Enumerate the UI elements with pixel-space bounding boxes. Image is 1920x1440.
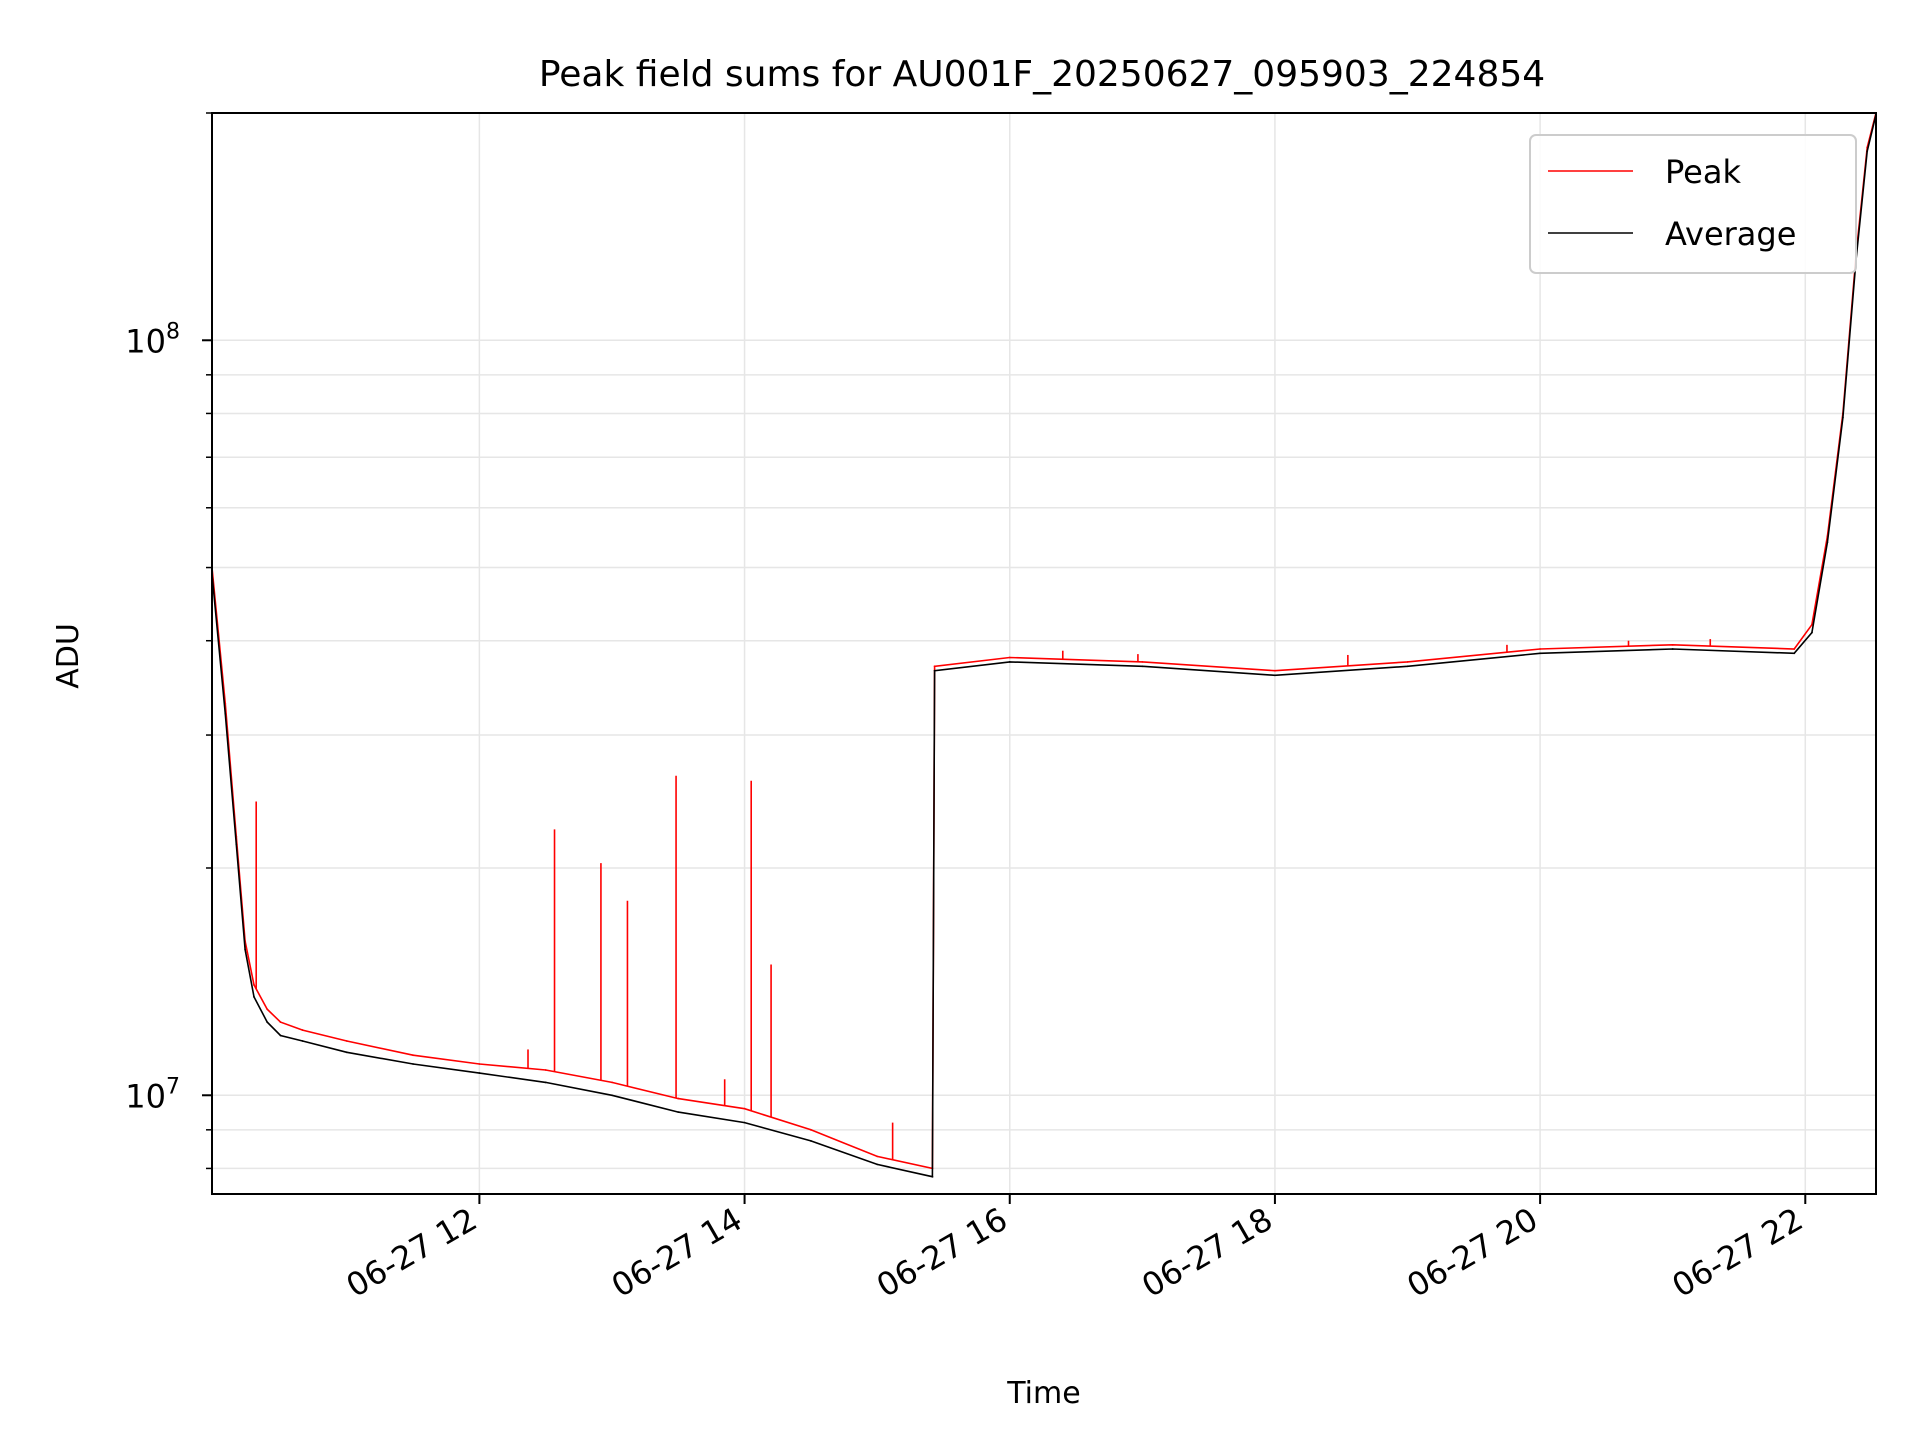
legend-box xyxy=(1529,134,1857,274)
average-data-point xyxy=(1539,652,1542,655)
peak-data-point xyxy=(1406,660,1409,663)
average-data-point xyxy=(279,1034,282,1037)
average-data-point xyxy=(1866,150,1869,153)
grid-layer xyxy=(212,112,1876,1194)
peak-data-point xyxy=(876,1155,879,1158)
average-data-point xyxy=(1141,665,1144,668)
plot-frame xyxy=(211,112,1877,1195)
y-tick-exponent: 7 xyxy=(166,1074,180,1099)
average-data-point xyxy=(1826,541,1829,544)
average-data-point xyxy=(1406,665,1409,668)
peak-data-point xyxy=(345,1040,348,1042)
peak-series-line xyxy=(211,112,1877,1170)
y-tick-base: 10 xyxy=(125,1077,166,1115)
average-series-line xyxy=(211,114,1877,1178)
average-data-point xyxy=(677,1111,680,1113)
series-layer xyxy=(211,112,1877,1178)
peak-data-point xyxy=(279,1021,282,1024)
y-tick-label: 108 xyxy=(125,319,180,360)
average-data-point xyxy=(253,995,255,998)
average-data-point xyxy=(809,1140,812,1142)
average-data-point xyxy=(933,669,936,672)
x-axis-label: Time xyxy=(1006,1376,1080,1411)
average-data-point xyxy=(931,1175,934,1178)
legend-peak-label: Peak xyxy=(1665,153,1741,191)
average-data-point xyxy=(266,1021,269,1024)
peak-data-point xyxy=(677,1097,680,1100)
average-data-point xyxy=(1811,631,1813,634)
peak-data-point xyxy=(478,1063,481,1065)
peak-data-point xyxy=(809,1128,812,1131)
peak-data-point xyxy=(1274,669,1276,672)
peak-data-point xyxy=(1793,648,1796,650)
legend: Peak Average xyxy=(1529,134,1857,274)
peak-data-point xyxy=(1008,656,1011,659)
average-data-point xyxy=(345,1051,348,1054)
y-tick-exponent: 8 xyxy=(166,319,180,344)
average-data-point xyxy=(544,1081,547,1084)
average-data-point xyxy=(1671,648,1674,650)
peak-data-point xyxy=(266,1008,269,1011)
y-tick-base: 10 xyxy=(125,322,166,360)
peak-data-point xyxy=(1141,660,1144,663)
average-data-point xyxy=(1841,416,1844,419)
peak-data-point xyxy=(412,1054,414,1057)
average-data-point xyxy=(244,948,247,951)
average-data-point xyxy=(743,1121,746,1124)
peak-data-point xyxy=(743,1107,746,1110)
peak-data-point xyxy=(1539,648,1542,650)
peak-data-point xyxy=(933,665,936,668)
peak-data-point xyxy=(253,984,255,986)
average-data-point xyxy=(224,712,227,715)
peak-data-point xyxy=(544,1069,547,1071)
average-data-point xyxy=(876,1163,879,1166)
chart-title: Peak field sums for AU001F_20250627_0959… xyxy=(539,54,1545,95)
average-data-point xyxy=(478,1072,481,1074)
peak-data-point xyxy=(301,1029,304,1031)
legend-average-label: Average xyxy=(1665,215,1796,253)
average-data-point xyxy=(1793,652,1796,655)
average-data-point xyxy=(1008,660,1011,663)
average-data-point xyxy=(611,1094,613,1097)
y-axis-label: ADU xyxy=(51,623,86,689)
average-data-point xyxy=(235,843,238,846)
average-data-point xyxy=(1274,674,1276,677)
peak-data-point xyxy=(611,1081,613,1084)
peak-data-point xyxy=(1671,643,1674,646)
average-data-point xyxy=(301,1040,304,1042)
average-data-point xyxy=(412,1063,414,1065)
y-tick-label: 107 xyxy=(125,1074,180,1115)
